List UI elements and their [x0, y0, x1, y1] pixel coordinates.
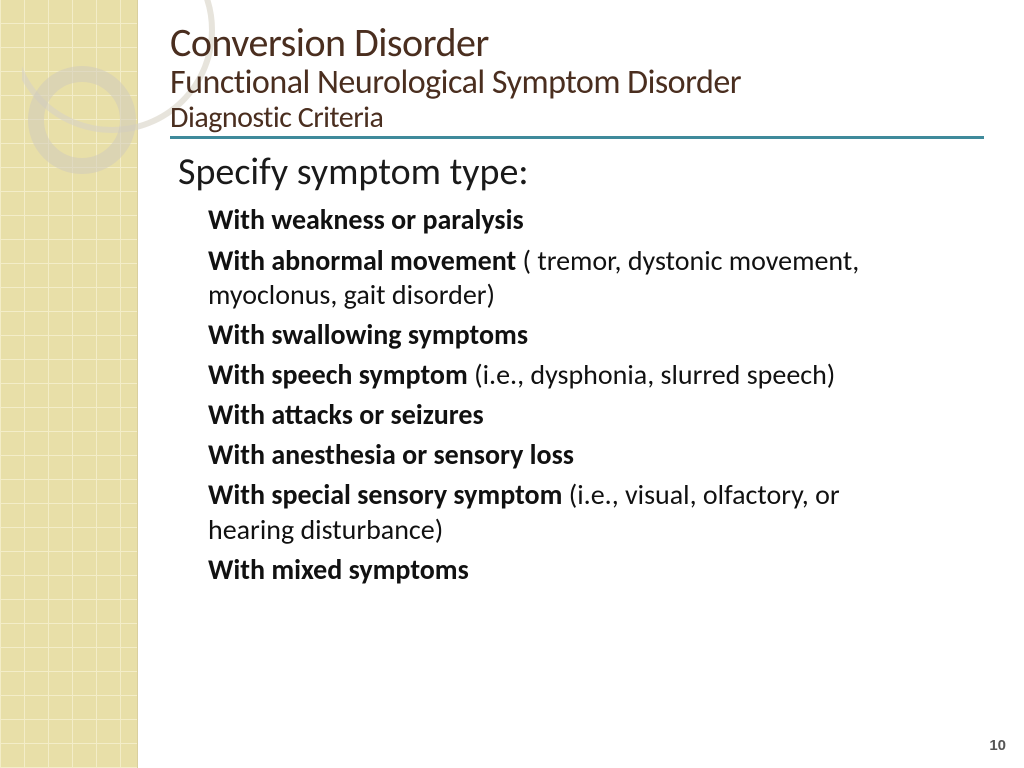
list-item: With mixed symptoms: [208, 553, 928, 587]
title-line-2: Functional Neurological Symptom Disorder: [170, 64, 984, 101]
item-bold: With anesthesia or sensory loss: [208, 437, 574, 472]
item-bold: With attacks or seizures: [208, 397, 484, 432]
list-item: With swallowing symptoms: [208, 318, 928, 352]
item-detail: (i.e., dysphonia, slurred speech): [468, 357, 836, 392]
lead-text: Specify symptom type:: [178, 149, 984, 195]
list-item: With speech symptom (i.e., dysphonia, sl…: [208, 358, 928, 392]
list-item: With weakness or paralysis: [208, 203, 928, 237]
item-bold: With special sensory symptom: [208, 477, 562, 512]
item-bold: With abnormal movement: [208, 243, 516, 278]
title-line-3: Diagnostic Criteria: [170, 101, 984, 134]
list-item: With special sensory symptom (i.e., visu…: [208, 478, 928, 546]
list-item: With anesthesia or sensory loss: [208, 438, 928, 472]
page-number: 10: [989, 737, 1006, 754]
item-bold: With weakness or paralysis: [208, 202, 524, 237]
slide-content: Conversion Disorder Functional Neurologi…: [170, 22, 984, 593]
symptom-list: With weakness or paralysis With abnormal…: [208, 203, 928, 587]
list-item: With attacks or seizures: [208, 398, 928, 432]
list-item: With abnormal movement ( tremor, dystoni…: [208, 244, 928, 312]
title-block: Conversion Disorder Functional Neurologi…: [170, 22, 984, 139]
title-line-1: Conversion Disorder: [170, 22, 984, 64]
item-bold: With mixed symptoms: [208, 552, 469, 587]
item-bold: With speech symptom: [208, 357, 468, 392]
item-bold: With swallowing symptoms: [208, 317, 528, 352]
decorative-sidebar: [0, 0, 138, 768]
